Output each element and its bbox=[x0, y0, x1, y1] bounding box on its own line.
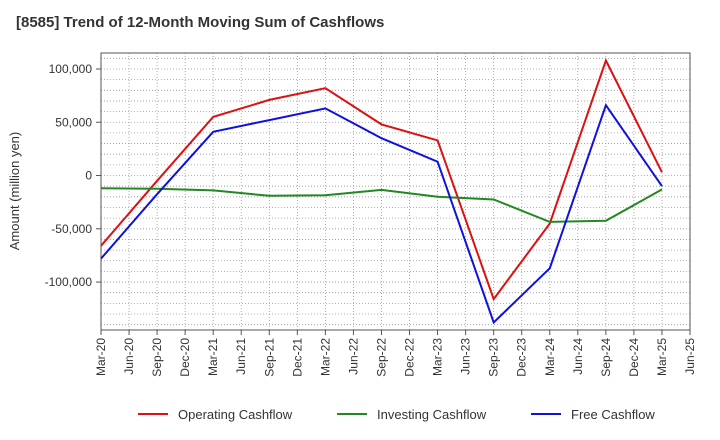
y-tick-label: 0 bbox=[85, 169, 92, 183]
x-tick-label: Mar-25 bbox=[655, 338, 669, 376]
plot-frame bbox=[100, 52, 691, 331]
x-tick-label: Mar-20 bbox=[94, 338, 108, 376]
x-tick-label: Sep-20 bbox=[150, 338, 164, 377]
x-tick-label: Mar-24 bbox=[543, 338, 557, 376]
y-tick-label: 100,000 bbox=[49, 62, 93, 76]
x-tick-label: Jun-25 bbox=[683, 338, 697, 375]
legend-label-free-cashflow: Free Cashflow bbox=[571, 407, 655, 422]
x-tick-label: Mar-21 bbox=[206, 338, 220, 376]
free-cashflow-line bbox=[100, 103, 663, 325]
chart-title: [8585] Trend of 12-Month Moving Sum of C… bbox=[16, 14, 385, 31]
x-tick-label: Mar-22 bbox=[318, 338, 332, 376]
x-tick-label: Sep-24 bbox=[599, 338, 613, 377]
x-tick-label: Dec-21 bbox=[290, 338, 304, 377]
x-tick-label: Jun-24 bbox=[571, 338, 585, 375]
y-tick-label: 50,000 bbox=[55, 115, 92, 129]
x-tick-label: Jun-21 bbox=[234, 338, 248, 375]
x-tick-label: Sep-23 bbox=[487, 338, 501, 377]
operating-cashflow-line bbox=[100, 57, 663, 302]
x-tick-label: Jun-22 bbox=[346, 338, 360, 375]
y-axis-label: Amount (million yen) bbox=[7, 132, 22, 251]
x-tick-label: Jun-23 bbox=[459, 338, 473, 375]
x-tick-label: Dec-20 bbox=[178, 338, 192, 377]
x-tick-label: Dec-22 bbox=[403, 338, 417, 377]
investing-cashflow-line bbox=[100, 187, 663, 223]
x-tick-label: Mar-23 bbox=[431, 338, 445, 376]
x-tick-label: Sep-21 bbox=[262, 338, 276, 377]
x-tick-label: Dec-24 bbox=[627, 338, 641, 377]
x-tick-label: Jun-20 bbox=[122, 338, 136, 375]
y-tick-label: -100,000 bbox=[45, 275, 93, 289]
legend-label-operating-cashflow: Operating Cashflow bbox=[178, 407, 293, 422]
x-tick-label: Sep-22 bbox=[374, 338, 388, 377]
y-tick-label: -50,000 bbox=[51, 222, 92, 236]
legend-label-investing-cashflow: Investing Cashflow bbox=[377, 407, 487, 422]
x-tick-label: Dec-23 bbox=[515, 338, 529, 377]
